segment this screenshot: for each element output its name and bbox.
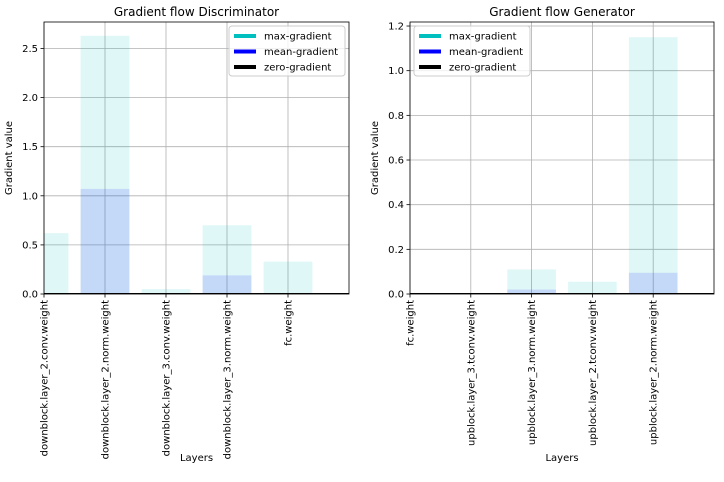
x-tick-label: downblock.layer_2.norm.weight [101, 300, 112, 459]
bar [628, 272, 678, 294]
y-tick-label: 0.2 [388, 245, 404, 256]
bars [410, 37, 714, 294]
y-tick-label: 0.6 [388, 156, 404, 167]
x-axis-label: Layers [545, 453, 578, 464]
y-tick-label: 0.5 [22, 240, 38, 251]
y-tick-label: 2.0 [22, 93, 38, 104]
y-tick-label: 0.8 [388, 111, 404, 122]
y-tick-label: 0.0 [22, 290, 38, 301]
legend: max-gradient mean-gradient zero-gradient [413, 25, 531, 77]
x-tick-label: upblock.layer_3.tconv.weight [466, 300, 477, 446]
x-tick-label: upblock.layer_2.tconv.weight [588, 300, 599, 446]
y-tick-label: 0.4 [388, 200, 404, 211]
panel: 0.0 0.5 1.0 1.5 2.0 2.5 downblock.layer_2.conv… [4, 5, 350, 464]
legend-box [413, 25, 531, 77]
x-tick-label: fc.weight [284, 300, 295, 346]
bar [507, 269, 556, 294]
x-tick-label: upblock.layer_3.norm.weight [527, 300, 538, 445]
bar [80, 188, 130, 294]
bar [507, 289, 556, 294]
axes-frame [409, 21, 715, 295]
legend-label: zero-gradient [264, 63, 331, 74]
y-axis-label: Gradient value [4, 121, 15, 195]
chart-title: Gradient flow Generator [489, 5, 635, 19]
bar [141, 289, 191, 294]
bars [44, 35, 349, 294]
panel: 0.0 0.2 0.4 0.6 0.8 1.0 1.2 fc.weight upblock.la… [370, 5, 715, 464]
x-tick-label: downblock.layer_3.conv.weight [162, 300, 173, 456]
bar [80, 35, 130, 294]
y-tick-label: 0.0 [388, 290, 404, 301]
chart-title: Gradient flow Discriminator [114, 5, 279, 19]
y-axis-label: Gradient value [370, 121, 381, 195]
legend-box [228, 25, 346, 77]
legend-label: max-gradient [264, 32, 332, 43]
bar [44, 233, 69, 294]
y-tick-label: 2.5 [22, 44, 38, 55]
legend-label: mean-gradient [449, 47, 523, 58]
x-tick-label: fc.weight [406, 300, 417, 346]
bar [263, 261, 313, 294]
y-tick-label: 1.0 [22, 191, 38, 202]
y-tick-label: 1.5 [22, 142, 38, 153]
y-tick-label: 1.0 [388, 66, 404, 77]
bar [202, 225, 252, 294]
x-tick-label: downblock.layer_2.conv.weight [40, 300, 51, 456]
x-tick-label: upblock.layer_2.norm.weight [649, 300, 660, 445]
bar [568, 281, 617, 294]
legend: max-gradient mean-gradient zero-gradient [228, 25, 346, 77]
bar [628, 37, 678, 294]
y-tick-label: 1.2 [388, 22, 404, 33]
legend-label: max-gradient [449, 32, 517, 43]
legend-label: mean-gradient [264, 47, 338, 58]
x-axis-label: Layers [180, 453, 213, 464]
bar [202, 275, 252, 294]
legend-label: zero-gradient [449, 63, 516, 74]
x-tick-label: downblock.layer_3.norm.weight [223, 300, 234, 459]
axes-frame [43, 21, 350, 295]
